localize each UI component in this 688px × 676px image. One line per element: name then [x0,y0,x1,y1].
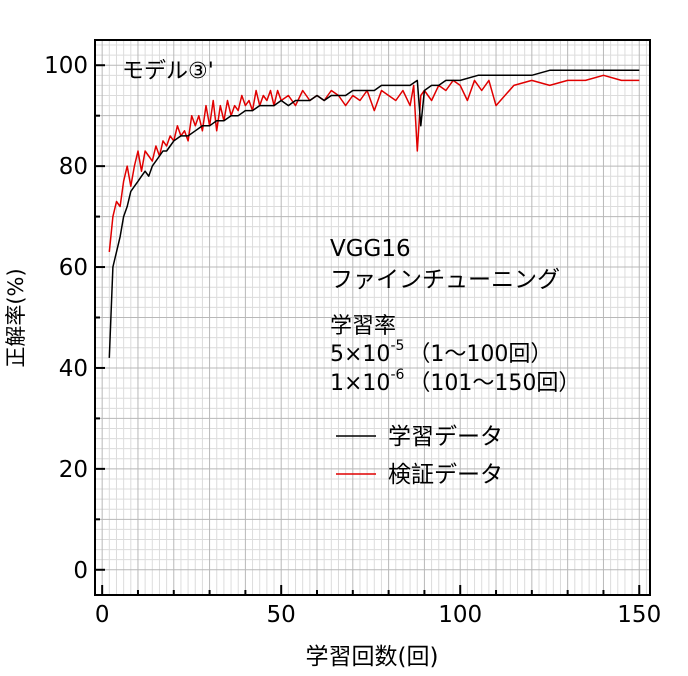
y-axis-label: 正解率(%) [4,268,28,367]
series-line-validation [108,74,640,252]
y-tick-label: 40 [59,356,88,382]
series-layer [108,69,640,358]
y-tick-label: 100 [44,53,88,79]
x-tick-label: 0 [95,602,110,628]
x-tick-labels: 0 50 100 150 [95,602,661,628]
lr2-prefix: 1×10 [330,371,390,396]
legend-label-val: 検証データ [388,462,503,488]
y-tick-label: 0 [73,558,88,584]
series-line-training [108,69,640,358]
annotation-method: ファインチューニング [330,267,560,293]
y-tick-labels: 0 20 40 60 80 100 [44,53,88,584]
lr1-range: （1〜100回） [408,342,552,367]
x-tick-label: 100 [438,602,482,628]
annotation-lr-heading: 学習率 [330,314,396,339]
axis-ticks [95,64,641,595]
y-tick-label: 80 [59,154,88,180]
lr2-range: （101〜150回） [408,371,580,396]
annotation-lr1: 5×10-5 （1〜100回） [330,338,552,367]
y-tick-label: 20 [59,457,88,483]
legend-label-train: 学習データ [388,424,503,450]
y-tick-label: 60 [59,255,88,281]
x-tick-label: 50 [267,602,296,628]
annotation-model: VGG16 [330,236,411,262]
x-axis-label: 学習回数(回) [306,644,439,670]
major-grid [95,40,650,595]
lr2-exponent: -6 [390,367,404,383]
x-tick-label: 150 [617,602,661,628]
lr1-exponent: -5 [390,338,404,354]
lr1-prefix: 5×10 [330,342,390,367]
chart-title: モデル③' [122,59,214,84]
annotation-lr2: 1×10-6 （101〜150回） [330,367,580,396]
legend: 学習データ 検証データ [336,424,503,488]
